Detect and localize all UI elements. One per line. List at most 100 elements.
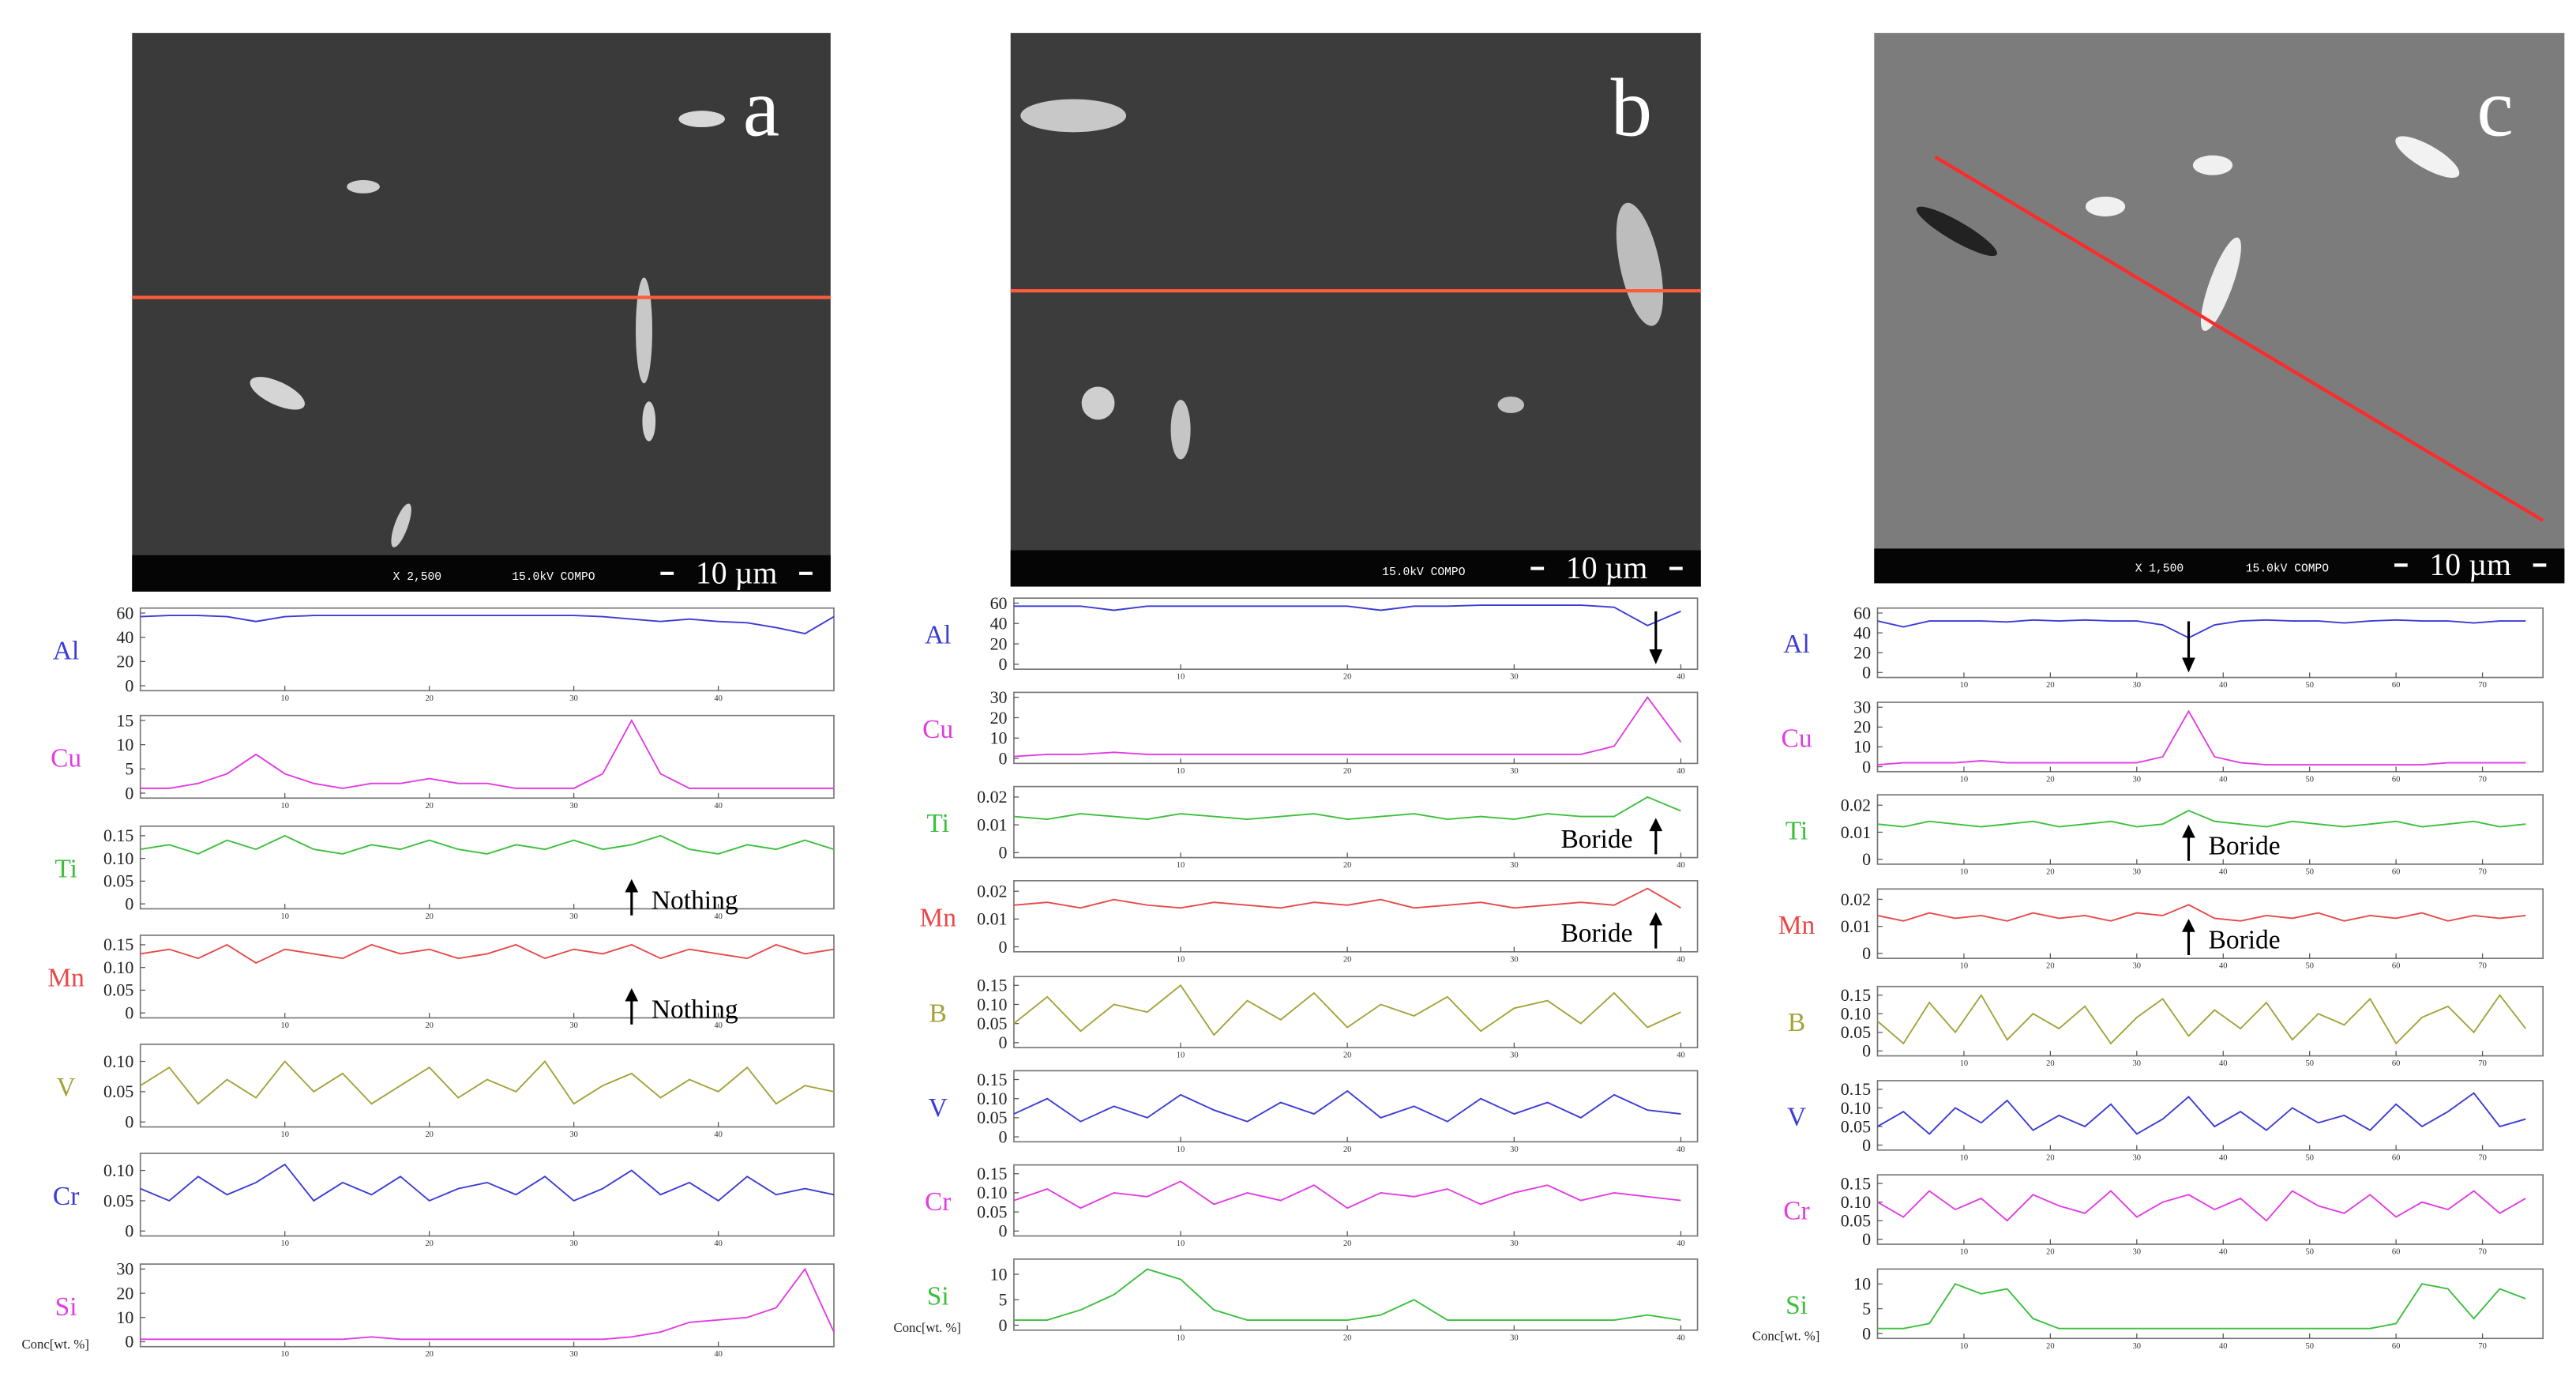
y-tick-label: 0	[1862, 663, 1871, 683]
sem-background	[1010, 32, 1701, 587]
x-tick-label: 60	[2392, 867, 2400, 876]
y-tick-label: 0	[999, 1033, 1008, 1052]
info-bar	[1010, 550, 1701, 587]
scan-profile	[1876, 993, 2527, 1045]
y-tick-label: 10	[990, 728, 1008, 748]
plot-frame	[139, 1153, 835, 1237]
plot-frame	[139, 1044, 835, 1128]
x-tick-label: 20	[1343, 1239, 1351, 1248]
x-tick-label: 20	[2046, 962, 2054, 971]
x-tick-label: 30	[1510, 861, 1518, 870]
particle	[391, 503, 411, 547]
sem-image-b	[1010, 32, 1701, 587]
x-tick-label: 70	[2478, 775, 2486, 784]
x-tick-label: 10	[1177, 1145, 1185, 1154]
element-label: Al	[1783, 630, 1809, 659]
y-tick-label: 0.01	[1841, 822, 1871, 842]
x-tick-label: 70	[2478, 1153, 2486, 1162]
element-label: Al	[925, 621, 951, 650]
scan-profile	[1013, 984, 1681, 1036]
x-tick-label: 20	[1343, 1051, 1351, 1060]
y-tick-label: 20	[116, 652, 133, 671]
x-tick-label: 40	[1677, 1333, 1684, 1342]
element-label: Cu	[922, 715, 953, 744]
x-tick-label: 30	[1510, 673, 1518, 682]
info-bar	[1874, 548, 2565, 584]
x-tick-label: 10	[1177, 1051, 1185, 1060]
x-tick-label: 10	[280, 802, 288, 811]
plot-frame	[139, 825, 835, 910]
x-tick-label: 40	[2219, 962, 2227, 971]
y-tick-label: 0.01	[977, 814, 1007, 834]
element-label: Ti	[54, 855, 77, 884]
scan-profile	[140, 615, 835, 635]
x-tick-label: 40	[714, 1021, 722, 1030]
y-tick-label: 0.05	[103, 980, 133, 1000]
x-tick-label: 40	[714, 802, 722, 811]
x-tick-label: 40	[1677, 1051, 1684, 1060]
element-label: Ti	[926, 809, 949, 838]
x-tick-label: 50	[2305, 867, 2313, 876]
annotation-text: Nothing	[652, 995, 738, 1024]
x-tick-label: 30	[569, 1239, 577, 1248]
acquisition-info: 15.0kV COMPO	[2246, 563, 2330, 576]
element-label: V	[929, 1093, 948, 1123]
sem-image-c	[1874, 32, 2565, 584]
axis-note: Conc[wt. %]	[21, 1337, 88, 1352]
x-tick-label: 60	[2392, 775, 2400, 784]
annotation-text: Nothing	[652, 886, 738, 915]
x-tick-label: 40	[714, 1130, 722, 1139]
y-tick-label: 0.15	[103, 826, 133, 845]
scan-profile	[1877, 904, 2526, 922]
plot-frame	[1013, 691, 1699, 765]
scan-profile	[1877, 1283, 2526, 1330]
scale-bar-label: 10 µm	[696, 555, 778, 590]
plot-frame	[1876, 888, 2544, 960]
x-tick-label: 10	[280, 1350, 288, 1359]
x-tick-label: 30	[2133, 775, 2141, 784]
x-tick-label: 30	[1510, 1333, 1518, 1342]
y-tick-label: 0	[999, 937, 1008, 957]
x-tick-label: 50	[2305, 1342, 2313, 1351]
x-tick-label: 10	[1177, 955, 1185, 964]
y-tick-label: 0.05	[977, 1108, 1007, 1127]
x-tick-label: 20	[1343, 1145, 1351, 1154]
y-tick-label: 5	[125, 759, 133, 779]
y-tick-label: 0	[1862, 849, 1871, 869]
particle	[1616, 202, 1663, 326]
y-tick-label: 0	[1862, 757, 1871, 777]
x-tick-label: 40	[714, 912, 722, 921]
y-tick-label: 0.05	[103, 871, 133, 891]
plot-frame	[139, 1263, 835, 1348]
x-tick-label: 20	[1343, 1333, 1351, 1342]
x-tick-label: 10	[1177, 767, 1185, 776]
y-tick-label: 60	[1853, 603, 1871, 623]
axis-note: Conc[wt. %]	[894, 1320, 961, 1335]
element-label: Mn	[1778, 911, 1816, 940]
y-tick-label: 0	[999, 654, 1008, 674]
x-tick-label: 10	[1960, 1153, 1968, 1162]
x-tick-label: 30	[1510, 1051, 1518, 1060]
particle	[250, 377, 305, 410]
y-tick-label: 0	[125, 783, 133, 803]
y-tick-label: 0.10	[977, 995, 1007, 1014]
particle	[678, 111, 725, 128]
x-tick-label: 10	[1177, 1239, 1185, 1248]
x-tick-label: 30	[569, 912, 577, 921]
y-tick-label: 0	[125, 1221, 133, 1241]
element-label: Cu	[51, 744, 81, 773]
y-tick-label: 0	[999, 748, 1008, 768]
element-label: Al	[53, 637, 79, 666]
x-tick-label: 30	[2133, 1248, 2141, 1257]
plot-frame	[1013, 785, 1699, 859]
y-tick-label: 10	[990, 1264, 1008, 1284]
y-tick-label: 0.05	[977, 1014, 1007, 1033]
x-tick-label: 10	[1960, 867, 1968, 876]
plot-frame	[1876, 1080, 2544, 1151]
x-tick-label: 10	[280, 912, 288, 921]
x-tick-label: 70	[2478, 1059, 2486, 1068]
y-tick-label: 40	[990, 614, 1008, 634]
y-tick-label: 0	[125, 1003, 133, 1023]
particle	[1081, 386, 1115, 420]
axis-note: Conc[wt. %]	[1752, 1328, 1819, 1343]
